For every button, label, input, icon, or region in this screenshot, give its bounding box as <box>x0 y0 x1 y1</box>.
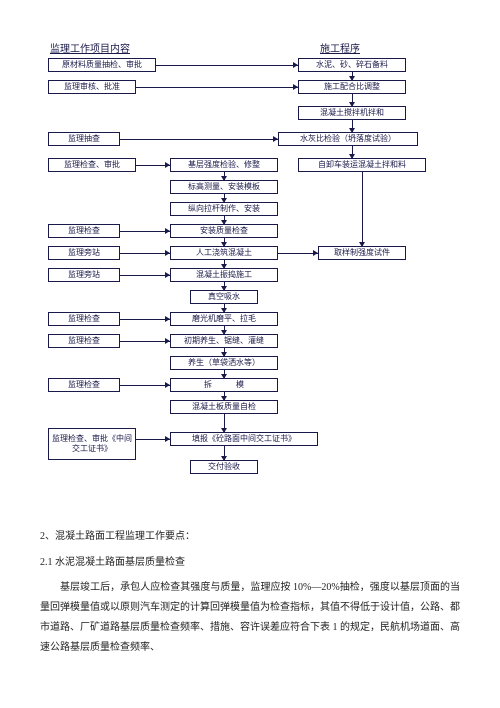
box-l9: 监理检查 <box>48 334 120 348</box>
header-right: 施工程序 <box>320 40 360 55</box>
box-l8: 监理检查 <box>48 312 120 326</box>
paragraph-1: 基层竣工后，承包人应检查其强度与质量，监理应按 10%—20%抽检，强度以基层顶… <box>40 578 460 658</box>
arrow-head <box>221 396 227 401</box>
arrow-head <box>221 198 227 203</box>
arrow <box>120 319 170 320</box>
arrow <box>120 139 278 140</box>
arrow-head <box>221 374 227 379</box>
section-num-title: 2、混凝土路面工程监理工作要点： <box>40 528 460 546</box>
flowchart-diagram: 监理工作项目内容 施工程序 原材料质量抽检、审批 监理审核、批准 监理抽查 监理… <box>40 40 460 520</box>
arrow-head <box>221 220 227 225</box>
arrow-head <box>349 76 355 81</box>
arrow-head <box>273 136 278 142</box>
box-r5: 自卸车装运混凝土拌和料 <box>298 158 426 172</box>
box-l2: 监理审核、批准 <box>48 80 136 94</box>
arrow-head <box>349 102 355 107</box>
arrow-head <box>221 286 227 291</box>
arrow <box>362 172 363 246</box>
box-c4: 安装质量检查 <box>170 224 278 238</box>
box-l10: 监理检查 <box>48 378 120 392</box>
box-c8: 磨光机磨平、拉毛 <box>170 312 278 326</box>
arrow-head <box>221 456 227 461</box>
arrow <box>120 253 170 254</box>
arrow <box>136 87 298 88</box>
arrow-head <box>221 242 227 247</box>
arrow <box>120 341 170 342</box>
box-l4: 监理检查、审批 <box>48 158 136 172</box>
box-s1: 取样制强度试件 <box>318 246 406 260</box>
arrow-head <box>165 338 170 344</box>
arrow-head <box>359 242 365 247</box>
arrow <box>278 253 318 254</box>
arrow-head <box>221 330 227 335</box>
box-c1: 基层强度检验、修整 <box>170 158 278 172</box>
arrow <box>156 65 298 66</box>
box-c3: 纵向拉杆制作、安装 <box>170 202 278 216</box>
arrow-head <box>165 382 170 388</box>
box-l3: 监理抽查 <box>48 132 120 146</box>
arrow-head <box>349 154 355 159</box>
arrow-head <box>293 84 298 90</box>
arrow-head <box>221 264 227 269</box>
box-c13: 填报《砼路面中间交工证书》 <box>170 432 318 446</box>
arrow-head <box>165 316 170 322</box>
box-l5: 监理检查 <box>48 224 120 238</box>
box-c10: 养生（草袋洒水等） <box>170 356 278 370</box>
box-l6: 监理旁站 <box>48 246 120 260</box>
arrow-head <box>221 352 227 357</box>
arrow <box>120 231 170 232</box>
box-c11: 拆 模 <box>170 378 278 392</box>
arrow-head <box>165 162 170 168</box>
arrow-head <box>165 228 170 234</box>
box-c2: 标高测量、安装模板 <box>170 180 278 194</box>
box-l11: 监理检查、审批《中间交工证书》 <box>48 428 136 460</box>
arrow-head <box>165 250 170 256</box>
box-r4: 水灰比检验（坍落度试验） <box>278 132 418 146</box>
arrow-head <box>165 272 170 278</box>
header-left: 监理工作项目内容 <box>50 40 130 55</box>
box-c12: 混凝土板质量自检 <box>170 400 278 414</box>
arrow-head <box>313 250 318 256</box>
box-l7: 监理旁站 <box>48 268 120 282</box>
box-c5: 人工浇筑混凝土 <box>170 246 278 260</box>
box-l1: 原材料质量抽检、审批 <box>48 58 156 72</box>
box-c9: 初期养生、锯缝、灌缝 <box>170 334 278 348</box>
arrow-head <box>165 436 170 442</box>
section-sub-title: 2.1 水泥混凝土路面基层质量检查 <box>40 554 460 572</box>
arrow <box>120 275 170 276</box>
box-c6: 混凝土振捣施工 <box>170 268 278 282</box>
arrow-head <box>221 176 227 181</box>
box-c14: 交付验收 <box>190 460 258 474</box>
arrow-head <box>349 128 355 133</box>
box-r1: 水泥、砂、碎石备料 <box>298 58 406 72</box>
arrow-head <box>293 62 298 68</box>
arrow-head <box>221 428 227 433</box>
arrow <box>120 385 170 386</box>
box-r2: 施工配合比调整 <box>298 80 406 94</box>
box-r3: 混凝土搅拌机拌和 <box>298 106 406 120</box>
box-c7: 真空吸水 <box>190 290 258 304</box>
arrow-head <box>221 308 227 313</box>
